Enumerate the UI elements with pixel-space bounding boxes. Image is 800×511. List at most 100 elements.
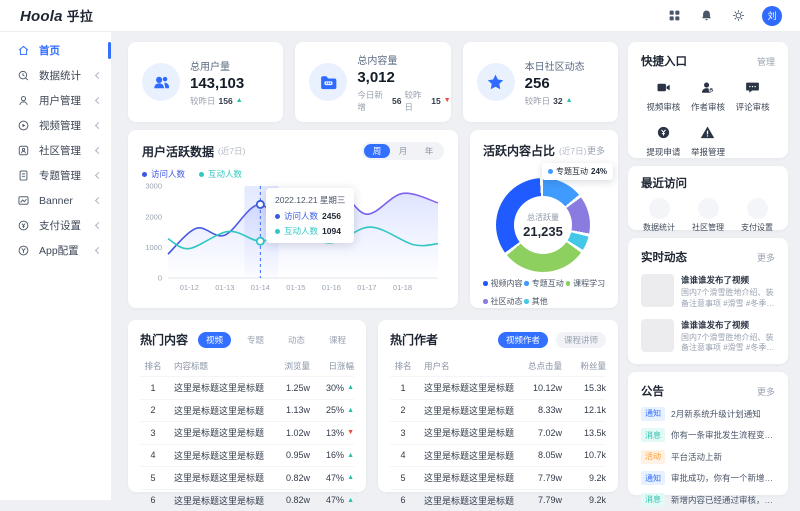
trend-up-icon: ▲ <box>236 97 243 104</box>
sidebar-item-user[interactable]: 用户管理 <box>0 88 111 113</box>
quick-entry-label: 作者审核 <box>691 101 725 113</box>
quick-entry-q-withdraw[interactable]: 提现申请 <box>641 125 686 158</box>
announcement-tag: 消息 <box>641 428 665 442</box>
tooltip-row-label: 访问人数 <box>284 210 318 222</box>
tab-视频[interactable]: 视频 <box>198 332 231 348</box>
pie-legend-item: 其他 <box>524 296 565 307</box>
pie-title: 活跃内容占比 <box>483 142 555 159</box>
recent-visits-row: 数据统计社区管理支付设置 <box>641 198 775 233</box>
realtime-item[interactable]: 谁谁谁发布了视频 国内7个滑雪胜地介绍、装备注意事项 #滑雪 #冬季运动 <box>641 319 775 355</box>
svg-text:01-16: 01-16 <box>322 283 341 292</box>
quick-entry-grid: 视频审核作者审核评论审核提现申请举报管理 <box>641 80 775 158</box>
announcement-row[interactable]: 活动 平台活动上新 <box>641 450 775 464</box>
sidebar-item-community[interactable]: 社区管理 <box>0 138 111 163</box>
sidebar-item-label: 社区管理 <box>39 143 81 158</box>
period-tab[interactable]: 年 <box>416 144 442 158</box>
gear-icon[interactable] <box>730 8 746 24</box>
tab-专题[interactable]: 专题 <box>239 332 272 348</box>
stats-icon <box>649 198 670 219</box>
realtime-item-title: 谁谁谁发布了视频 <box>681 274 775 286</box>
trend-up-icon: ▲ <box>347 497 354 504</box>
tooltip-date: 2022.12.21 星期三 <box>275 194 345 206</box>
sidebar-item-topic[interactable]: 专题管理 <box>0 163 111 188</box>
recent-visit-payment[interactable]: 支付设置 <box>741 198 773 233</box>
quick-entry-q-report[interactable]: 举报管理 <box>686 125 731 158</box>
stat-meta-label: 较昨日 <box>525 95 551 107</box>
announcements-more-link[interactable]: 更多 <box>757 385 775 398</box>
chevron-icon <box>95 247 102 254</box>
trend-up-icon: ▲ <box>566 97 573 104</box>
sidebar-item-stats[interactable]: 数据统计 <box>0 63 111 88</box>
chevron-icon <box>95 222 102 229</box>
sidebar-item-banner[interactable]: Banner <box>0 188 111 213</box>
sidebar-item-video[interactable]: 视频管理 <box>0 113 111 138</box>
apps-icon[interactable] <box>666 8 682 24</box>
pie-legend-item: 社区动态 <box>483 296 524 307</box>
stat-meta-value: 15 <box>431 96 440 106</box>
tooltip-row-label: 互动人数 <box>284 225 318 237</box>
announcement-row[interactable]: 消息 你有一条审批发生流程变更，请… <box>641 428 775 442</box>
active-indicator <box>108 42 111 59</box>
quick-entry-q-video[interactable]: 视频审核 <box>641 80 686 113</box>
stats-icon <box>17 69 30 82</box>
recent-visit-community[interactable]: 社区管理 <box>692 198 724 233</box>
recent-visits-title: 最近访问 <box>641 175 687 191</box>
video-thumbnail <box>641 319 674 352</box>
sidebar-item-app[interactable]: App配置 <box>0 238 111 263</box>
realtime-card: 实时动态 更多 谁谁谁发布了视频 国内7个滑雪胜地介绍、装备注意事项 #滑雪 #… <box>628 238 788 364</box>
period-tab[interactable]: 月 <box>390 144 416 158</box>
svg-text:3000: 3000 <box>145 182 162 191</box>
video-icon <box>17 119 30 132</box>
realtime-item[interactable]: 谁谁谁发布了视频 国内7个滑雪胜地介绍、装备注意事项 #滑雪 #冬季运动 <box>641 274 775 310</box>
realtime-more-link[interactable]: 更多 <box>757 251 775 264</box>
content-pie-card: 活跃内容占比 (近7日) 更多 总活跃量 21,235 专题互动 24% 视频内… <box>470 130 618 308</box>
announcement-text: 你有一条审批发生流程变更，请… <box>671 429 775 441</box>
realtime-title: 实时动态 <box>641 249 687 265</box>
bell-icon[interactable] <box>698 8 714 24</box>
recent-visit-stats[interactable]: 数据统计 <box>643 198 675 233</box>
svg-text:01-17: 01-17 <box>357 283 376 292</box>
trend-down-icon: ▼ <box>347 429 354 436</box>
announcement-row[interactable]: 通知 审批成功，你有一个新增权限 <box>641 471 775 485</box>
topic-icon <box>17 169 30 182</box>
tab-动态[interactable]: 动态 <box>280 332 313 348</box>
video-thumbnail <box>641 274 674 307</box>
sidebar-item-home[interactable]: 首页 <box>0 38 111 63</box>
q-report-icon <box>700 125 715 142</box>
quick-entry-q-author[interactable]: 作者审核 <box>686 80 731 113</box>
q-comment-icon <box>745 80 760 97</box>
sidebar-item-label: 首页 <box>39 43 60 58</box>
tab-课程[interactable]: 课程 <box>321 332 354 348</box>
avatar[interactable]: 刘 <box>762 6 782 26</box>
stat-users-icon <box>142 63 180 101</box>
announcement-row[interactable]: 通知 2月新系统升级计划通知 <box>641 407 775 421</box>
svg-text:01-14: 01-14 <box>251 283 270 292</box>
payment-icon <box>747 198 768 219</box>
tab-视频作者[interactable]: 视频作者 <box>498 332 548 348</box>
period-tab[interactable]: 周 <box>364 144 390 158</box>
manage-link[interactable]: 管理 <box>757 55 775 68</box>
tab-课程讲师[interactable]: 课程讲师 <box>556 332 606 348</box>
pie-more-link[interactable]: 更多 <box>587 144 605 157</box>
user-icon <box>17 94 30 107</box>
sidebar-item-label: App配置 <box>39 243 79 258</box>
stat-title: 总内容量 <box>357 52 450 67</box>
sidebar-item-payment[interactable]: 支付设置 <box>0 213 111 238</box>
stat-title: 本日社区动态 <box>525 58 585 73</box>
quick-entry-q-comment[interactable]: 评论审核 <box>730 80 775 113</box>
hot-authors-tabs: 视频作者课程讲师 <box>498 332 606 348</box>
stat-meta-value: 32 <box>553 96 562 106</box>
